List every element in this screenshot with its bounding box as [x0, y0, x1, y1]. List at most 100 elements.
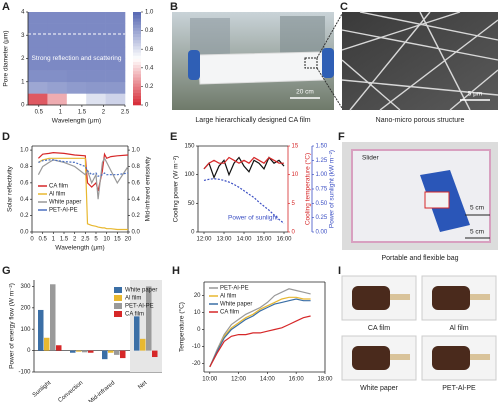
tick-label: 4	[21, 10, 25, 16]
stick	[468, 294, 490, 300]
zoom-box	[304, 57, 318, 69]
tick-label: 1	[59, 110, 63, 116]
tick-label: 16:00	[289, 377, 305, 383]
colorbar-step	[133, 86, 141, 90]
tick-label: 12:00	[231, 377, 247, 383]
bar	[108, 350, 114, 353]
bar	[56, 345, 62, 351]
tick-label: 0.4	[132, 197, 141, 203]
tick-label: -100	[18, 370, 31, 376]
heat-cell	[47, 12, 68, 24]
data-line	[209, 315, 311, 368]
caption: CA film	[368, 325, 390, 332]
bar	[102, 350, 108, 360]
tick-label: 0.8	[20, 164, 29, 170]
heat-cell	[86, 81, 106, 94]
colorbar-step	[133, 27, 141, 31]
colorbar-step	[133, 49, 141, 53]
data-line	[37, 157, 129, 200]
legend-label: CA film	[49, 184, 68, 190]
x-tick-label: Mid-infrared	[88, 380, 116, 402]
heat-cell	[28, 58, 48, 71]
heat-cell	[105, 58, 126, 71]
heat-cell	[86, 23, 106, 36]
tick-label: 18:00	[317, 377, 333, 383]
colorbar-step	[133, 95, 141, 100]
data-line	[38, 157, 128, 231]
panel-letter: A	[2, 1, 10, 13]
tick-label: 0.2	[145, 84, 154, 90]
heat-cell	[47, 46, 68, 59]
colorbar-step	[133, 15, 141, 19]
colorbar-step	[133, 21, 141, 25]
bar	[114, 350, 120, 355]
axis-title: Pore diameter (μm)	[3, 30, 10, 86]
colorbar-step	[133, 101, 141, 106]
bar	[152, 350, 158, 358]
heat-cell	[66, 70, 87, 83]
tick-label: 0	[145, 103, 149, 109]
tick-label: 15:00	[256, 237, 272, 243]
heatmap	[28, 12, 126, 106]
colorbar-step	[133, 80, 141, 84]
tick-label: 100	[184, 172, 195, 178]
heat-cell	[28, 70, 48, 83]
tick-label: 2	[21, 56, 25, 62]
heat-cell	[86, 70, 106, 83]
scale-label: 5 cm	[470, 205, 484, 212]
tick-label: -20	[192, 361, 201, 367]
axis-title: Power of energy flow (W m⁻²)	[9, 283, 16, 369]
tick-label: 0.75	[316, 187, 328, 193]
legend-swatch	[114, 295, 122, 301]
axis-title: Cooling temperature (°C)	[304, 153, 312, 225]
heat-cell	[66, 35, 87, 48]
tick-label: 16:00	[276, 237, 292, 243]
tick-label: 10	[194, 310, 201, 316]
colorbar-step	[133, 58, 141, 62]
heat-cell	[66, 12, 87, 24]
caption: White paper	[360, 385, 398, 392]
tick-label: 15	[114, 237, 121, 243]
heat-cell	[105, 93, 126, 106]
tick-label: 1.50	[316, 144, 328, 150]
bar	[38, 309, 44, 351]
tick-label: 0.8	[132, 164, 141, 170]
legend-label: PET-Al-PE	[49, 208, 78, 214]
data-line	[209, 298, 311, 368]
heat-cell	[47, 70, 68, 83]
label: Slider	[362, 155, 379, 162]
tick-label: -10	[192, 344, 201, 350]
line	[341, 11, 461, 51]
annotation: Power of sunlight	[228, 215, 278, 222]
axis-title: Wavelength (μm)	[52, 118, 101, 125]
photo	[342, 12, 498, 110]
bar	[44, 337, 50, 351]
colorbar-step	[133, 52, 141, 56]
line	[379, 19, 499, 111]
heat-cell	[47, 23, 68, 36]
tick-label: 1	[52, 237, 56, 243]
tick-label: 0	[21, 103, 25, 109]
heat-cell	[66, 58, 87, 71]
panel-letter: D	[2, 131, 10, 143]
x-tick-label: Net	[137, 380, 148, 391]
colorbar-step	[133, 77, 141, 81]
heat-cell	[105, 46, 126, 59]
x-tick-label: Convection	[57, 380, 84, 402]
bar	[76, 350, 82, 352]
heat-cell	[28, 81, 48, 94]
tick-label: 1.00	[316, 172, 328, 178]
colorbar-step	[133, 92, 141, 96]
heat-cell	[105, 12, 126, 24]
heat-cell	[105, 81, 126, 94]
heat-cell	[47, 93, 68, 106]
stick	[468, 354, 490, 360]
colorbar-step	[133, 74, 141, 78]
tick-label: 3	[21, 33, 25, 39]
tick-label: 0.00	[316, 230, 328, 236]
panel-letter: H	[172, 265, 180, 277]
tick-label: 0	[292, 230, 296, 236]
heat-cell	[86, 12, 106, 24]
caption: Al film	[449, 325, 468, 332]
caption: Large hierarchically designed CA film	[195, 117, 310, 124]
